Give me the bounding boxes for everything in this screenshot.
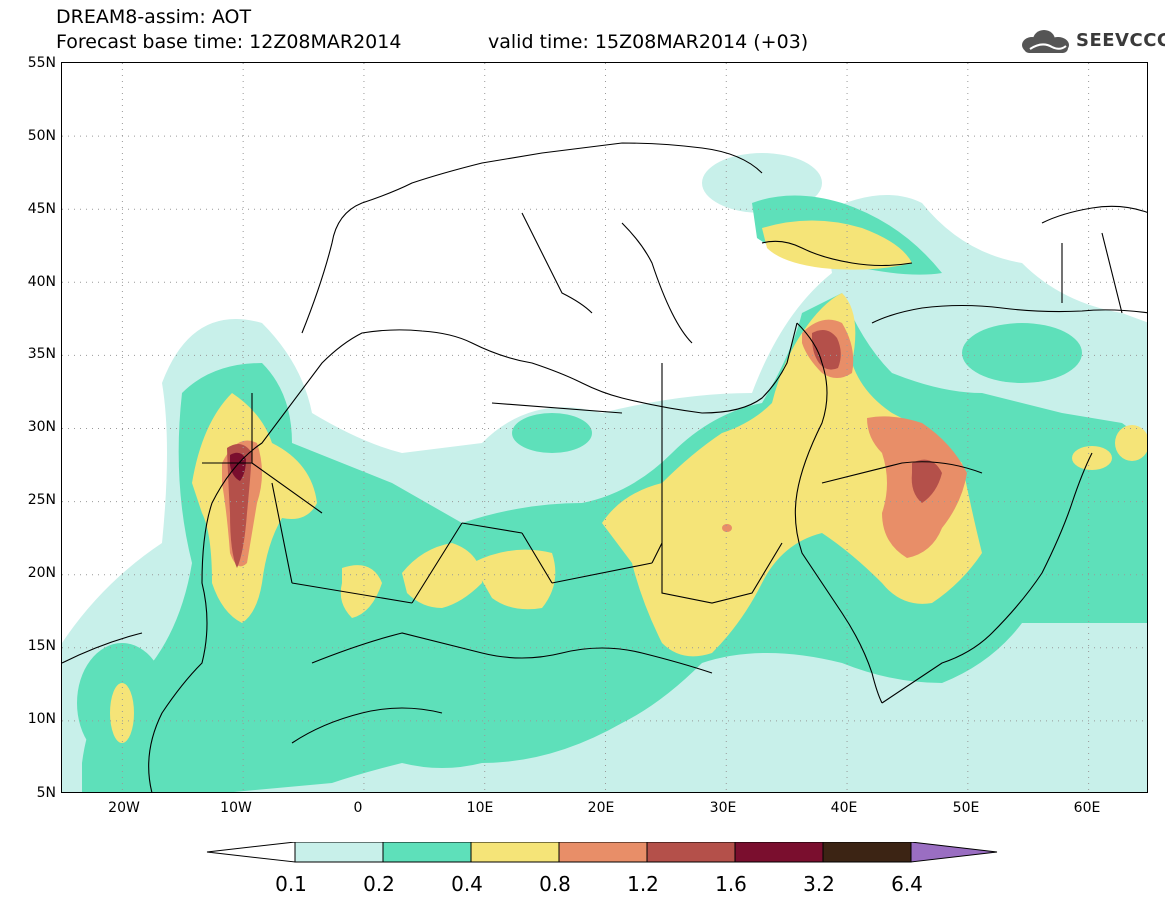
colorbar-label-1-2: 1.2 (627, 872, 659, 896)
lat-label-40n: 40N (27, 274, 56, 290)
logo-text: SEEVCCC (1076, 30, 1165, 51)
colorbar-label-0-4: 0.4 (451, 872, 483, 896)
lon-label-10w: 10W (220, 800, 252, 816)
cloud-icon (1022, 30, 1069, 53)
lat-label-35n: 35N (27, 346, 56, 362)
lon-label-10e: 10E (466, 800, 494, 816)
colorbar-extend-low (206, 842, 296, 863)
colorbar-label-0-8: 0.8 (539, 872, 571, 896)
colorbar-extend-high (910, 842, 998, 863)
forecast-base-time: Forecast base time: 12Z08MAR2014 (56, 31, 402, 53)
lon-label-60e: 60E (1073, 800, 1101, 816)
colorbar-segment (294, 842, 384, 863)
lat-label-10n: 10N (27, 711, 56, 727)
lat-label-50n: 50N (27, 128, 56, 144)
valid-time: valid time: 15Z08MAR2014 (+03) (488, 31, 809, 53)
aot-colorbar (206, 842, 998, 863)
lat-label-5n: 5N (36, 785, 56, 801)
aot-field (62, 153, 1147, 792)
colorbar-segment (558, 842, 648, 863)
colorbar-segment (734, 842, 824, 863)
seevccc-logo (1022, 30, 1069, 53)
colorbar-segment (382, 842, 472, 863)
lat-label-55n: 55N (27, 55, 56, 71)
lat-label-15n: 15N (27, 638, 56, 654)
country-borders (62, 142, 1147, 792)
aot-level-1-2 (227, 329, 942, 568)
lat-label-20n: 20N (27, 565, 56, 581)
lon-label-40e: 40E (830, 800, 858, 816)
colorbar-segment (646, 842, 736, 863)
lon-label-0: 0 (353, 800, 363, 816)
lon-label-30e: 30E (709, 800, 737, 816)
map-title: DREAM8-assim: AOT (56, 6, 252, 28)
lon-label-50e: 50E (952, 800, 980, 816)
colorbar-label-6-4: 6.4 (891, 872, 923, 896)
colorbar-segment (822, 842, 912, 863)
colorbar-label-1-6: 1.6 (715, 872, 747, 896)
colorbar-segment (470, 842, 560, 863)
lat-label-25n: 25N (27, 492, 56, 508)
map-canvas (62, 63, 1147, 792)
aot-map (61, 62, 1148, 793)
colorbar-label-0-1: 0.1 (275, 872, 307, 896)
lon-label-20e: 20E (587, 800, 615, 816)
colorbar-label-0-2: 0.2 (363, 872, 395, 896)
colorbar-label-3-2: 3.2 (803, 872, 835, 896)
lon-label-20w: 20W (108, 800, 140, 816)
lat-label-45n: 45N (27, 201, 56, 217)
lat-label-30n: 30N (27, 419, 56, 435)
